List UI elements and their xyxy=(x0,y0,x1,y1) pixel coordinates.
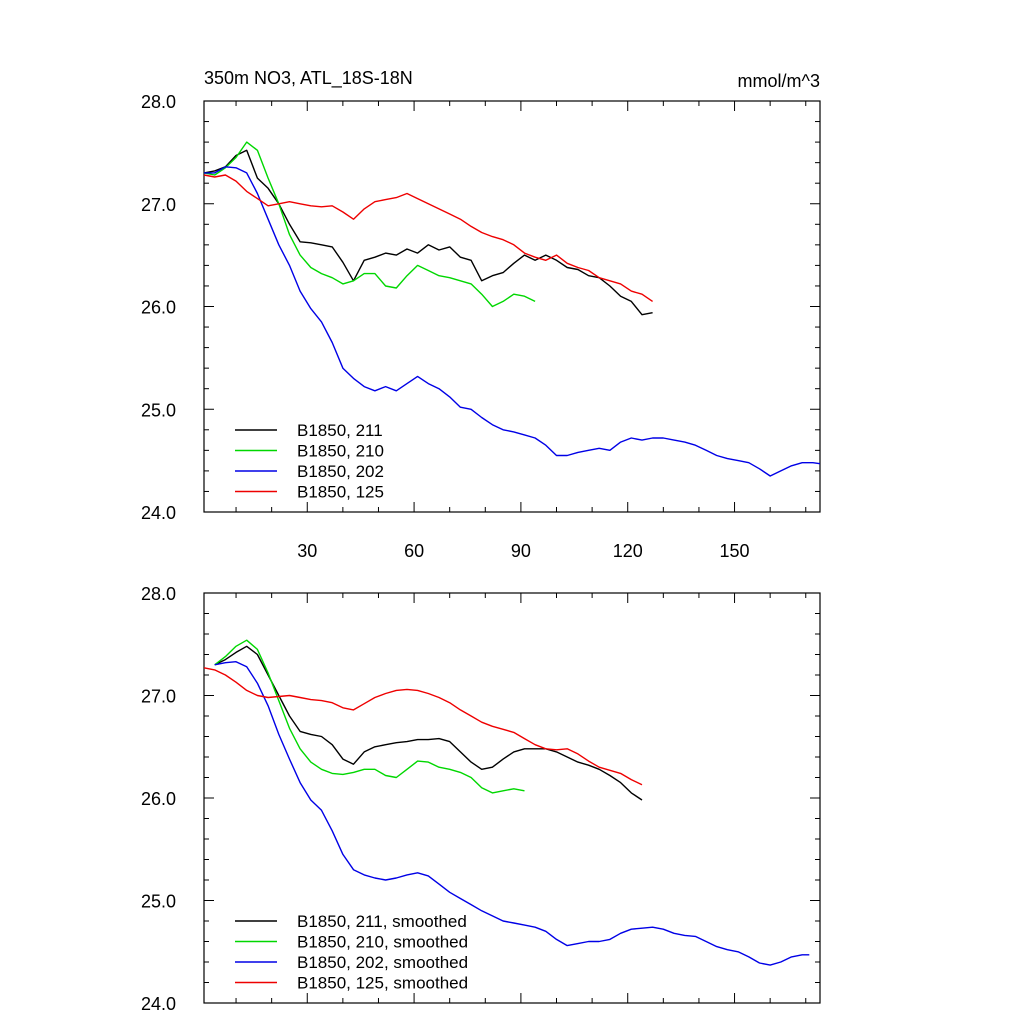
series-line-2 xyxy=(204,166,821,477)
series-line-3 xyxy=(203,667,643,786)
legend-label: B1850, 211 xyxy=(297,421,383,440)
x-tick-label: 150 xyxy=(720,541,750,561)
bottom-panel: 24.0 25.0 26.0 27.0 28.0 B1850, 211, smoothed… xyxy=(141,584,821,1014)
series-line-1 xyxy=(203,141,536,308)
y-tick-label: 24.0 xyxy=(141,503,176,523)
y-tick-label: 27.0 xyxy=(141,687,176,707)
series-line-3 xyxy=(203,174,653,302)
series-line-2 xyxy=(214,661,810,966)
y-tick-label: 28.0 xyxy=(141,584,176,604)
series-line-0 xyxy=(203,149,653,316)
y-tick-label: 25.0 xyxy=(141,400,176,420)
series-line-0 xyxy=(214,645,643,801)
chart-units: mmol/m^3 xyxy=(738,71,820,91)
chart-title: 350m NO3, ATL_18S-18N xyxy=(204,68,413,89)
x-tick-label: 60 xyxy=(404,541,424,561)
legend-label: B1850, 210, smoothed xyxy=(297,933,468,952)
series-line-1 xyxy=(214,639,525,794)
x-tick-label: 30 xyxy=(297,541,317,561)
y-tick-label: 26.0 xyxy=(141,298,176,318)
y-tick-label: 28.0 xyxy=(141,92,176,112)
legend-label: B1850, 125 xyxy=(297,483,384,502)
top-panel: 30 60 90 120 150 24.0 25.0 26.0 27.0 28.0 B1850, 2… xyxy=(141,92,821,561)
x-tick-label: 120 xyxy=(613,541,643,561)
legend-label: B1850, 202 xyxy=(297,462,384,481)
legend-label: B1850, 125, smoothed xyxy=(297,974,468,993)
legend-label: B1850, 202, smoothed xyxy=(297,953,468,972)
y-tick-label: 25.0 xyxy=(141,892,176,912)
legend-label: B1850, 210 xyxy=(297,442,384,461)
y-tick-label: 26.0 xyxy=(141,789,176,809)
y-tick-label: 24.0 xyxy=(141,994,176,1014)
legend-label: B1850, 211, smoothed xyxy=(297,912,467,931)
x-tick-label: 90 xyxy=(511,541,531,561)
y-tick-label: 27.0 xyxy=(141,195,176,215)
